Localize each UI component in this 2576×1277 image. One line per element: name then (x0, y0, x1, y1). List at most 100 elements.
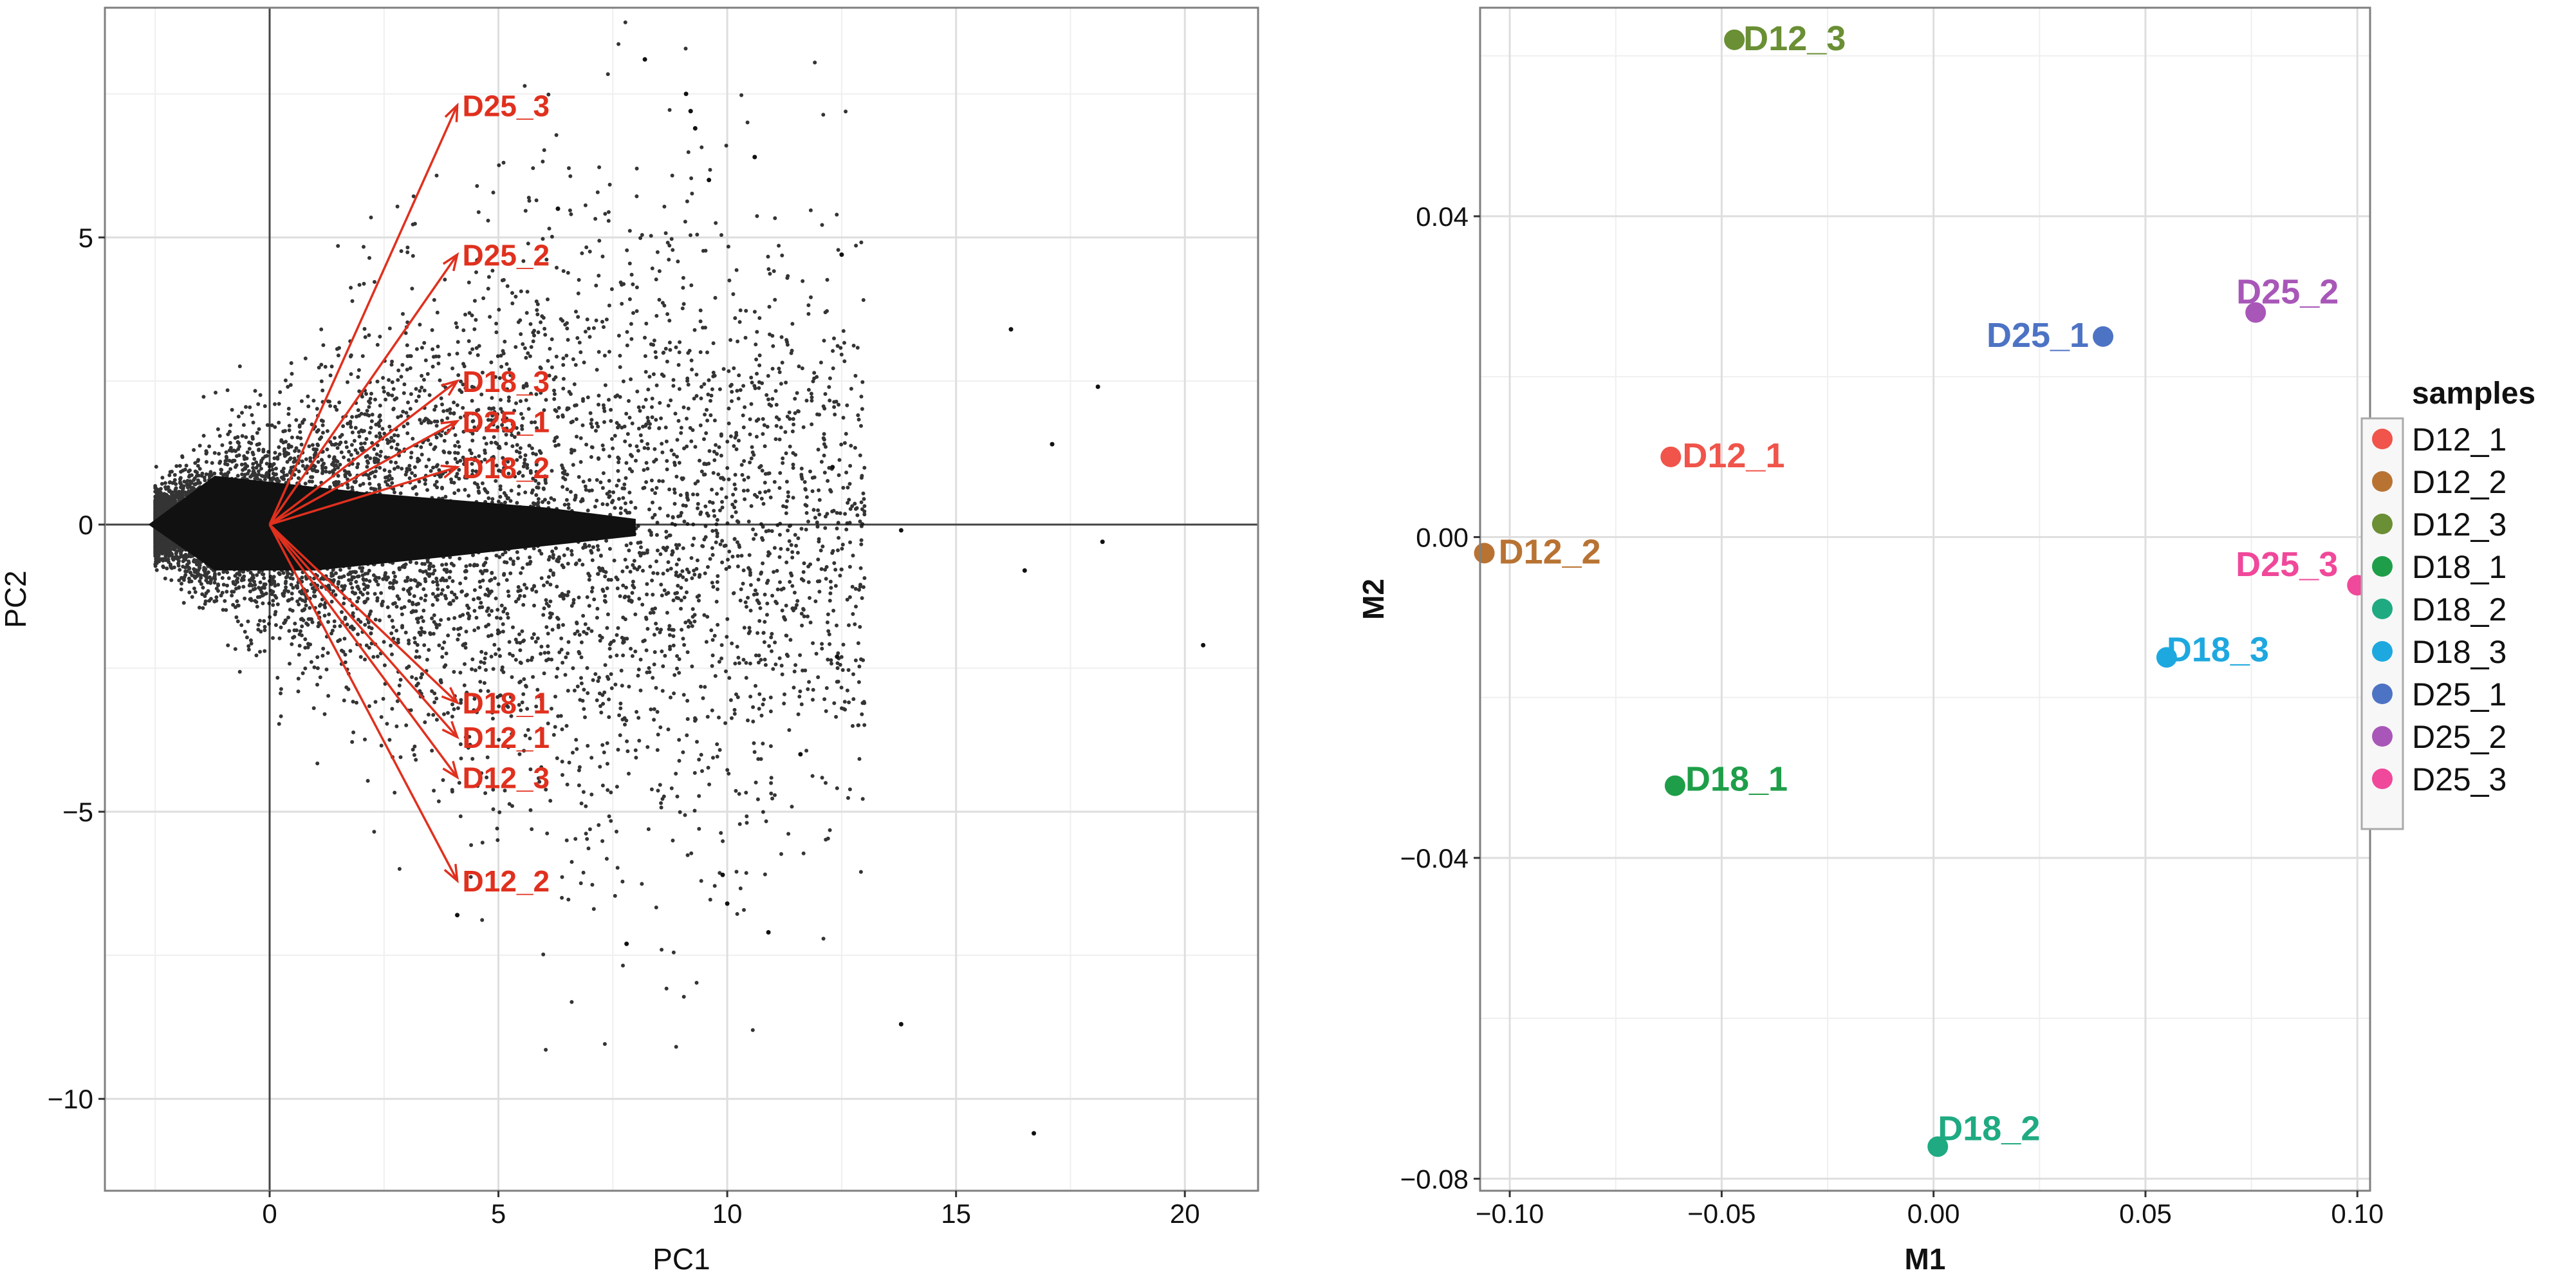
loading-label-D12_1: D12_1 (463, 721, 550, 754)
sample-label-D18_1: D18_1 (1685, 760, 1788, 799)
loading-label-D18_3: D18_3 (463, 365, 550, 398)
y-tick-label: −0.04 (1400, 843, 1469, 873)
mds-plot-panel: D12_1 D12_2 D12_3 D18_1 D18_2 D18_3 D25_1 D25_2… (1357, 6, 2384, 1276)
x-tick-label: 0.00 (1907, 1198, 1960, 1229)
sample-label-D12_1: D12_1 (1682, 436, 1784, 475)
y-tick-label: −10 (48, 1084, 93, 1114)
loading-label-D12_3: D12_3 (463, 761, 550, 795)
score-outlier-point (839, 252, 844, 257)
x-tick-label: 10 (712, 1198, 743, 1229)
score-cloud (148, 20, 1206, 1136)
loading-label-D18_2: D18_2 (463, 451, 550, 485)
score-outlier-point (1032, 1131, 1037, 1136)
score-outlier-point (1100, 539, 1105, 545)
loading-arrowhead (440, 420, 460, 435)
loading-arrow-D25_1 (269, 420, 458, 526)
sample-label-D25_1: D25_1 (1987, 316, 2089, 355)
x-axis-title: M1 (1905, 1242, 1946, 1276)
score-outlier-point (830, 465, 835, 470)
score-outlier-point (555, 206, 561, 211)
loading-arrow-D12_3 (268, 523, 458, 778)
legend-key-D25_1 (2372, 684, 2393, 704)
score-outlier-point (752, 154, 757, 160)
sample-label-D18_3: D18_3 (2167, 630, 2269, 669)
x-tick-label: 0.05 (2119, 1198, 2172, 1229)
score-outlier-point (798, 752, 803, 757)
score-outlier-point (455, 913, 460, 918)
loading-arrow-D25_2 (268, 254, 458, 526)
loading-arrowhead (441, 379, 460, 396)
sample-point-D12_3 (1724, 29, 1745, 50)
loading-arrow-D25_3 (268, 104, 459, 525)
legend-key-D12_3 (2372, 514, 2393, 534)
sample-point-D18_1 (1664, 775, 1685, 796)
legend-key-D18_2 (2372, 599, 2393, 619)
score-outlier-point (1008, 327, 1014, 332)
score-outlier-point (1050, 442, 1055, 447)
loading-arrow-D12_1 (268, 523, 458, 738)
score-outlier-point (692, 126, 698, 131)
sample-point-D18_3 (2156, 647, 2177, 668)
legend-key-D18_3 (2372, 641, 2393, 662)
loading-arrowhead (441, 721, 459, 740)
y-tick-label: 0.04 (1416, 201, 1469, 232)
loading-arrowhead (443, 864, 459, 884)
y-axis-title: PC2 (0, 570, 32, 628)
legend-label-D18_2: D18_2 (2412, 592, 2507, 628)
sample-label-D12_3: D12_3 (1743, 19, 1846, 58)
sample-point-D12_1 (1660, 446, 1682, 467)
sample-label-D18_2: D18_2 (1938, 1109, 2040, 1148)
x-tick-label: −0.05 (1687, 1198, 1756, 1229)
score-outlier-point (766, 929, 771, 935)
legend-key-D25_3 (2372, 769, 2393, 789)
loading-arrowhead (444, 102, 459, 122)
x-tick-label: 20 (1170, 1198, 1200, 1229)
x-tick-label: −0.10 (1476, 1198, 1544, 1229)
sample-label-D12_2: D12_2 (1499, 532, 1601, 571)
sample-label-D25_2: D25_2 (2236, 273, 2339, 312)
x-axis-title: PC1 (653, 1242, 710, 1276)
samples-legend: samples D12_1 D12_2 D12_3 D18_1 D18_2 D18_3 D25… (2360, 377, 2535, 830)
score-outlier-point (688, 109, 693, 114)
loading-arrowhead (442, 252, 459, 272)
score-density-core (148, 476, 636, 571)
sample-label-D25_3: D25_3 (2236, 545, 2338, 584)
loading-label-D12_2: D12_2 (463, 864, 550, 898)
y-axis-title: M2 (1357, 579, 1390, 620)
loading-label-D25_3: D25_3 (463, 89, 550, 123)
legend-label-D12_1: D12_1 (2412, 422, 2507, 458)
legend-label-D25_3: D25_3 (2412, 761, 2507, 797)
legend-label-D25_2: D25_2 (2412, 719, 2507, 755)
score-outlier-point (683, 91, 689, 97)
x-tick-label: 0.10 (2331, 1198, 2384, 1229)
score-outlier-point (898, 528, 903, 533)
score-outlier-point (1095, 384, 1100, 389)
x-tick-label: 0 (262, 1198, 277, 1229)
x-tick-label: 15 (941, 1198, 971, 1229)
y-tick-label: −0.08 (1400, 1164, 1469, 1194)
legend-key-D12_1 (2372, 429, 2393, 449)
x-tick-label: 5 (491, 1198, 506, 1229)
sample-point-D18_2 (1927, 1136, 1949, 1157)
y-tick-label: 5 (79, 223, 93, 253)
loading-arrow-D18_1 (268, 523, 458, 704)
y-tick-label: −5 (62, 797, 93, 827)
legend-key-D18_1 (2372, 556, 2393, 577)
sample-point-D25_2 (2245, 302, 2266, 323)
score-outlier-point (1022, 568, 1027, 573)
legend-label-D18_3: D18_3 (2412, 634, 2507, 670)
loading-label-D18_1: D18_1 (463, 687, 550, 720)
score-outlier-point (898, 1021, 903, 1027)
loading-arrow-D18_2 (269, 466, 458, 526)
legend-label-D12_2: D12_2 (2412, 464, 2507, 500)
loading-arrow-D18_3 (268, 380, 458, 526)
y-tick-label: 0.00 (1416, 522, 1469, 552)
loading-label-D25_1: D25_1 (463, 405, 550, 438)
legend-label-D18_1: D18_1 (2412, 549, 2507, 585)
legend-label-D12_3: D12_3 (2412, 507, 2507, 543)
score-outlier-point (720, 872, 725, 877)
loading-arrowhead (442, 761, 459, 780)
loading-arrowhead (440, 464, 461, 479)
